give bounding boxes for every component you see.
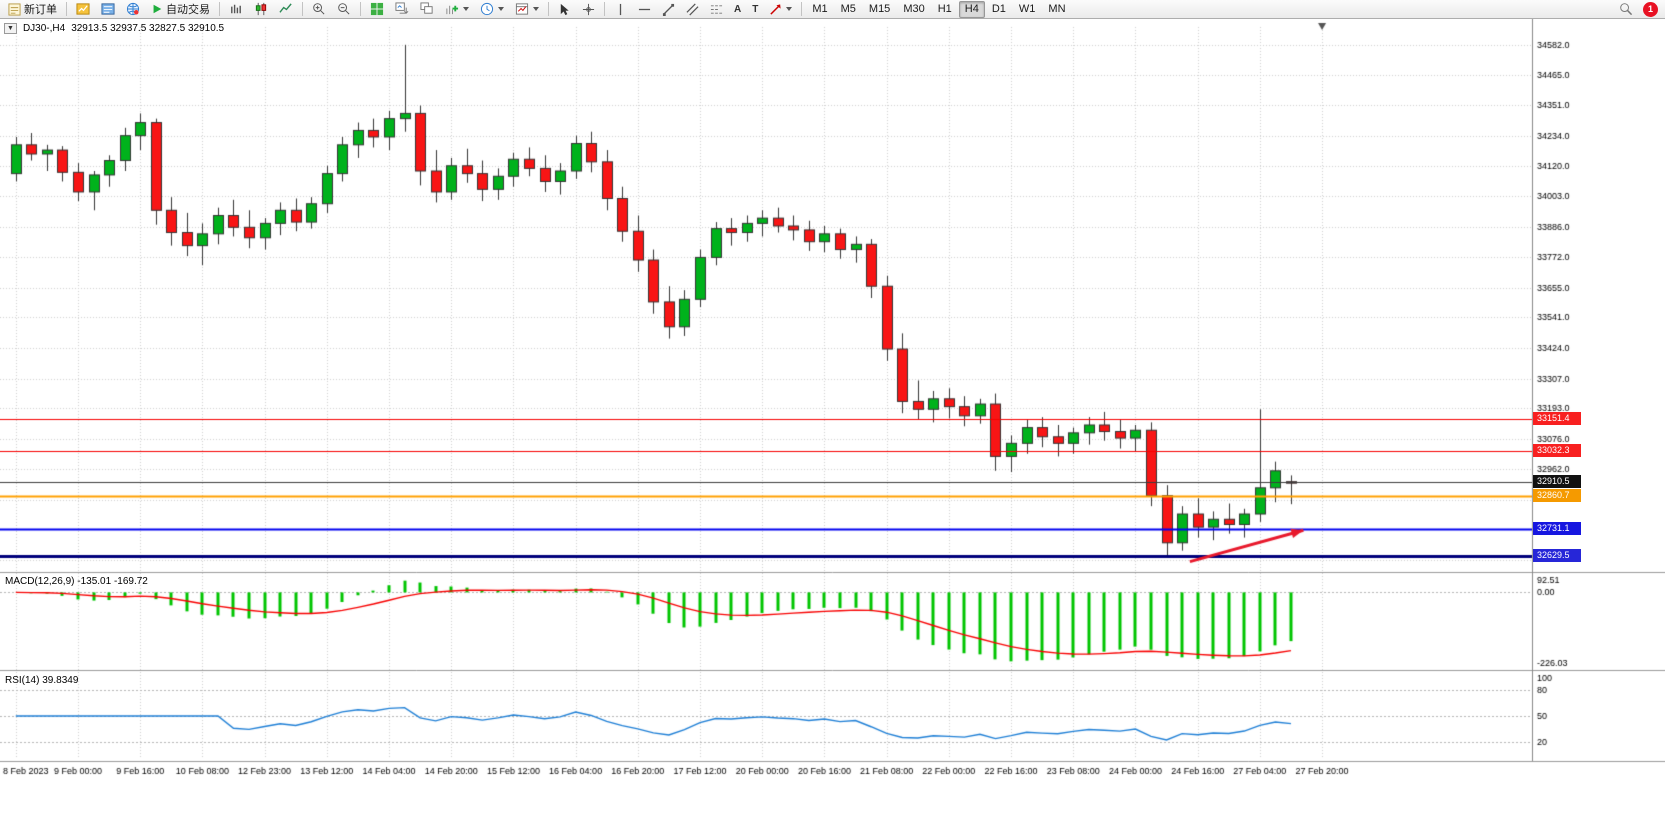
price-badge-resistance-2: 33032.3: [1533, 444, 1581, 457]
chart-window: ▼ DJ30-,H4 32913.5 32937.5 32827.5 32910…: [0, 19, 1665, 836]
market-watch-icon: [101, 3, 115, 15]
templates-button[interactable]: [510, 1, 544, 18]
timeframe-m5[interactable]: M5: [840, 3, 856, 15]
chevron-down-icon: [533, 7, 539, 11]
timeframe-m30[interactable]: M30: [903, 3, 925, 15]
new-order-button[interactable]: 新订单: [3, 1, 62, 18]
search-icon: [1620, 3, 1633, 16]
bar-chart-button[interactable]: [224, 1, 248, 18]
globe-icon: [126, 2, 140, 16]
arrows-tool-button[interactable]: [764, 1, 797, 18]
chevron-down-icon: [498, 7, 504, 11]
horizontal-line-icon: [638, 8, 651, 10]
cursor-icon: [560, 3, 569, 15]
text-tool-button[interactable]: A: [729, 1, 746, 18]
separator: [360, 2, 361, 16]
chevron-down-icon: [786, 7, 793, 11]
new-chart-button[interactable]: [71, 1, 95, 18]
tile-windows-button[interactable]: [365, 1, 389, 18]
fibonacci-icon: [710, 4, 723, 14]
horizontal-line-button[interactable]: [633, 1, 656, 18]
price-badge-current-bid: 32910.5: [1533, 475, 1581, 488]
separator: [302, 2, 303, 16]
separator: [548, 2, 549, 16]
zoom-out-icon: [338, 3, 350, 15]
autotrading-button[interactable]: 自动交易: [146, 1, 215, 18]
separator: [801, 2, 803, 16]
channel-button[interactable]: [681, 1, 704, 18]
tile-windows-icon: [370, 2, 384, 16]
macd-indicator-label: MACD(12,26,9) -135.01 -169.72: [5, 576, 148, 587]
timeframe-mn[interactable]: MN: [1048, 3, 1066, 15]
vertical-line-icon: [619, 3, 622, 15]
main-toolbar: 新订单 自动交易: [0, 0, 1665, 19]
price-badge-support-2: 32629.5: [1533, 549, 1581, 562]
chevron-down-icon[interactable]: ▼: [4, 23, 17, 34]
notification-badge[interactable]: 1: [1643, 1, 1658, 17]
separator: [66, 2, 67, 16]
candlestick-chart-button[interactable]: [249, 1, 273, 18]
equidistant-channel-icon: [686, 3, 699, 15]
fibonacci-button[interactable]: [705, 1, 728, 18]
clock-icon: [480, 2, 494, 16]
timeframe-m15[interactable]: M15: [868, 3, 891, 15]
cascade-windows-button[interactable]: [415, 1, 439, 18]
cascade-windows-icon: [420, 2, 433, 14]
trendline-icon: [662, 3, 675, 16]
timeframe-w1[interactable]: W1: [1018, 3, 1036, 15]
candlestick-icon: [255, 2, 267, 16]
line-chart-icon: [279, 3, 292, 13]
new-order-label: 新订单: [24, 4, 57, 16]
crosshair-icon: [582, 3, 595, 15]
trendline-button[interactable]: [657, 1, 680, 18]
text-tool-icon: A: [734, 3, 742, 15]
template-icon: [515, 3, 529, 15]
new-order-icon: [8, 2, 21, 16]
search-button[interactable]: [1614, 1, 1638, 18]
label-tool-icon: T: [752, 3, 759, 15]
chart-title: ▼ DJ30-,H4 32913.5 32937.5 32827.5 32910…: [4, 23, 224, 34]
zoom-out-button[interactable]: [332, 1, 356, 18]
timeframe-m1[interactable]: M1: [812, 3, 828, 15]
arrow-tool-icon: [770, 3, 781, 15]
crosshair-button[interactable]: [577, 1, 600, 18]
play-icon: [153, 4, 162, 14]
new-chart-icon: [76, 3, 90, 15]
terminal-button[interactable]: [121, 1, 145, 18]
price-badge-resistance-1: 33151.4: [1533, 412, 1581, 425]
chevron-down-icon: [463, 7, 469, 11]
arrange-windows-icon: [395, 2, 409, 14]
zoom-in-icon: [313, 3, 325, 15]
price-chart-canvas[interactable]: [0, 19, 1665, 836]
rsi-indicator-label: RSI(14) 39.8349: [5, 675, 79, 686]
separator: [604, 2, 605, 16]
indicators-icon: [446, 5, 459, 15]
cursor-button[interactable]: [553, 1, 576, 18]
arrange-windows-button[interactable]: [390, 1, 414, 18]
autotrading-label: 自动交易: [166, 4, 210, 16]
label-tool-button[interactable]: T: [747, 1, 763, 18]
price-badge-orange-level: 32860.7: [1533, 489, 1581, 502]
line-chart-button[interactable]: [274, 1, 298, 18]
market-watch-button[interactable]: [96, 1, 120, 18]
timeframe-d1[interactable]: D1: [991, 3, 1006, 15]
zoom-in-button[interactable]: [307, 1, 331, 18]
bar-chart-icon: [231, 4, 241, 14]
vertical-line-button[interactable]: [609, 1, 632, 18]
separator: [219, 2, 220, 16]
price-badge-support-1: 32731.1: [1533, 522, 1581, 535]
timeframe-h4[interactable]: H4: [958, 0, 985, 18]
timeframe-h1[interactable]: H1: [937, 3, 952, 15]
periods-button[interactable]: [475, 1, 509, 18]
indicators-button[interactable]: [440, 1, 474, 18]
chart-symbol-period: DJ30-,H4: [22, 23, 66, 34]
chart-ohlc-values: 32913.5 32937.5 32827.5 32910.5: [71, 23, 225, 34]
